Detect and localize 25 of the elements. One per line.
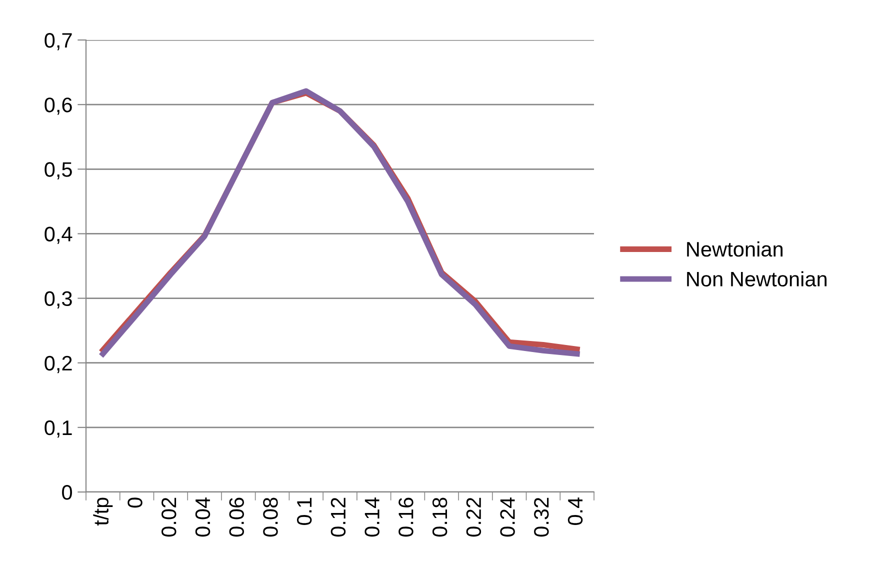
x-tick-label: 0.22 — [466, 498, 482, 537]
y-tick-label: 0,6 — [44, 98, 72, 115]
x-tick-label: 0.06 — [229, 498, 244, 537]
y-tick-label: 0,4 — [44, 226, 72, 244]
x-tick-label: 0 — [128, 498, 142, 508]
y-tick-label: 0,2 — [44, 356, 72, 374]
legend-label: Non Newtonian — [687, 271, 827, 287]
x-tick-label: 0.18 — [432, 498, 448, 537]
y-tick-label: 0,3 — [44, 291, 72, 308]
x-tick-label: 0.4 — [568, 497, 583, 526]
y-tick-label: 0,1 — [44, 420, 72, 438]
x-tick-label: t/tp — [93, 498, 113, 526]
x-tick-label: 0.02 — [162, 498, 176, 537]
x-tick-label: 0.1 — [296, 498, 312, 526]
x-tick-label: 0.04 — [195, 497, 210, 537]
x-tick-label: 0.14 — [364, 497, 380, 537]
y-tick-label: 0 — [62, 485, 72, 500]
x-tick-label: 0.16 — [398, 498, 414, 537]
y-tick-label: 0,5 — [44, 162, 72, 180]
legend-label: Newtonian — [687, 241, 782, 257]
x-tick-label: 0.08 — [263, 498, 278, 537]
y-tick-label: 0,7 — [44, 33, 72, 50]
x-tick-label: 0.32 — [534, 498, 549, 537]
x-tick-label: 0.12 — [330, 498, 346, 537]
x-tick-label: 0.24 — [500, 497, 515, 537]
